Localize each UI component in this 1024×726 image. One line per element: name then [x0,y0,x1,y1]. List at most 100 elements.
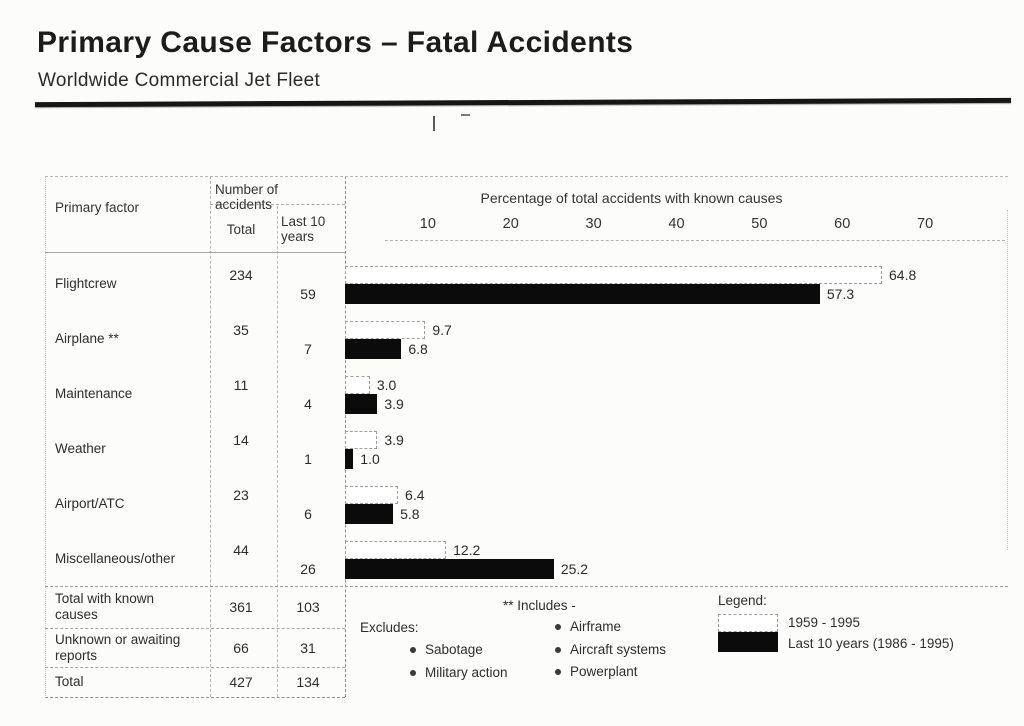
axis-tick-40: 40 [668,216,685,232]
bar-value-label: 1.0 [360,451,380,467]
totals-total-value: 361 [229,599,253,615]
includes-item-label: Aircraft systems [570,642,667,657]
totals-total-value: 427 [229,674,253,690]
row-label: Miscellaneous/other [55,551,176,566]
totals-last10-value: 134 [296,674,320,690]
totals-row-known-causes: Total with known causes 361 103 [45,586,345,628]
bar-pair: 6.4 5.8 [345,476,1008,531]
bar-last10 [345,504,394,524]
bar-last10 [345,339,402,359]
table-border-left [45,176,46,698]
legend-label-1959-1995: 1959 - 1995 [788,615,861,630]
chart-frame: Primary factor Number of accidents Total… [45,176,1008,698]
totals-total-value: 66 [233,639,249,656]
total-value: 35 [233,322,249,338]
totals-row-label: Total with known causes [55,591,155,622]
legend-swatch-last10 [718,632,778,652]
total-value: 234 [229,267,253,283]
bar-pair: 9.7 6.8 [345,311,1008,366]
bar-pair: 3.0 3.9 [345,366,1008,421]
row-label: Airplane ** [55,331,119,346]
column-header-last10: Last 10 years [281,214,326,245]
factor-row-maintenance: Maintenance 11 4 3.0 3.9 [45,366,1008,421]
axis-tick-70: 70 [917,216,934,232]
last10-value: 26 [300,561,316,577]
scan-artifact [433,116,435,131]
axis-tick-20: 20 [502,216,519,232]
row-label: Airport/ATC [55,496,125,511]
bullet-icon [555,668,561,675]
totals-row-divider [45,628,345,629]
factor-row-airport-atc: Airport/ATC 23 6 6.4 5.8 [45,476,1008,531]
bar-pair: 64.8 57.3 [345,256,1008,311]
includes-note-title: ** Includes - [503,598,576,613]
total-value: 11 [233,377,249,393]
factor-row-flightcrew: Flightcrew 234 59 64.8 57.3 [45,256,1008,311]
bar-last10 [345,449,354,469]
legend-swatch-1959-1995 [718,614,778,632]
last10-value: 7 [304,341,312,357]
axis-tick-30: 30 [585,216,602,232]
bar-value-label: 25.2 [560,561,589,577]
axis-title: Percentage of total accidents with known… [480,190,783,206]
legend-label-last10: Last 10 years (1986 - 1995) [788,636,954,651]
last10-value: 6 [304,506,312,522]
bullet-icon [410,646,416,653]
chart-rows: Flightcrew 234 59 64.8 57.3 Airplane ** … [45,256,1008,586]
total-value: 14 [233,432,249,448]
last10-value: 1 [304,451,312,467]
header-border-bottom [45,252,345,253]
excludes-item: Sabotage [410,642,483,657]
bar-1959-1995 [345,541,447,559]
excludes-item-label: Sabotage [425,642,483,657]
totals-row-label: Total [55,674,84,690]
bar-last10 [345,284,820,304]
table-border-bottom [45,697,345,698]
header-underline [210,204,345,205]
table-border-top [45,176,1008,177]
bar-1959-1995 [345,486,399,504]
totals-row-label: Unknown or awaiting reports [55,631,181,663]
includes-item-label: Powerplant [570,664,638,679]
axis-tick-line [385,240,1005,241]
axis-tick-10: 10 [419,216,436,232]
chart-border-right [1007,210,1008,550]
column-header-total: Total [226,222,256,237]
factor-row-airplane: Airplane ** 35 7 9.7 6.8 [45,311,1008,366]
bar-last10 [345,394,378,414]
row-label: Maintenance [55,386,133,401]
bar-last10 [345,559,554,579]
includes-item-label: Airframe [570,619,622,634]
bar-value-label: 6.4 [405,487,425,503]
axis-tick-50: 50 [751,216,768,232]
legend-title: Legend: [718,593,767,608]
includes-item: Airframe [555,619,621,634]
bar-value-label: 3.0 [376,377,397,393]
scan-artifact [461,114,470,116]
excludes-item: Military action [410,665,508,680]
bullet-icon [410,669,416,676]
totals-row-unknown: Unknown or awaiting reports 66 31 [45,628,345,667]
bar-pair: 3.9 1.0 [345,421,1008,476]
factor-row-weather: Weather 14 1 3.9 1.0 [45,421,1008,476]
bar-1959-1995 [345,321,426,339]
bullet-icon [555,623,561,630]
column-header-number-of-accidents: Number of accidents [215,182,279,213]
axis-tick-60: 60 [834,216,851,232]
bar-value-label: 12.2 [453,542,481,558]
totals-last10-value: 31 [300,639,316,656]
bar-value-label: 64.8 [889,267,917,283]
bar-value-label: 3.9 [384,396,404,412]
total-value: 44 [233,542,249,558]
bar-value-label: 3.9 [384,432,404,448]
last10-value: 59 [300,286,316,302]
bar-pair: 12.2 25.2 [345,531,1008,586]
totals-border-top [45,586,1008,587]
excludes-item-label: Military action [425,665,508,680]
page-subtitle: Worldwide Commercial Jet Fleet [38,70,321,91]
factor-row-miscellaneous: Miscellaneous/other 44 26 12.2 25.2 [45,531,1008,586]
row-label: Weather [55,441,106,456]
bar-value-label: 5.8 [400,506,420,522]
title-rule [34,97,1012,108]
